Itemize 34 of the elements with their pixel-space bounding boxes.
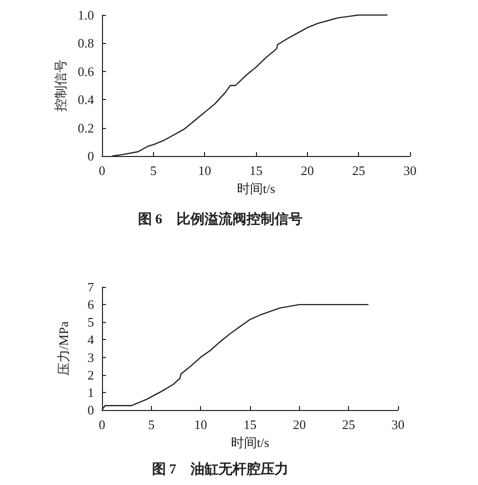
x-tick-label: 10 <box>198 163 212 178</box>
y-tick-label: 0.6 <box>78 64 94 79</box>
y-tick-label: 0.4 <box>78 92 94 108</box>
x-tick-label: 25 <box>342 417 356 432</box>
x-tick-label: 15 <box>244 417 256 432</box>
x-tick-label: 25 <box>352 163 366 178</box>
y-tick-label: 2 <box>88 367 94 382</box>
y-tick-label: 0.8 <box>78 36 94 51</box>
x-tick-label: 10 <box>194 417 208 432</box>
y-tick-label: 5 <box>88 314 94 330</box>
x-tick-label: 30 <box>404 163 416 178</box>
text: 图 7 油缸无杆腔压力 <box>152 460 288 478</box>
x-tick-label: 5 <box>148 417 155 432</box>
y-tick-label: 6 <box>88 297 94 312</box>
text: 图 6 比例溢流阀控制信号 <box>138 210 302 228</box>
y-axis-title: 控制信号 <box>52 60 68 112</box>
y-tick-label: 4 <box>88 332 94 348</box>
y-tick-label: 1 <box>88 384 94 400</box>
x-tick-label: 15 <box>250 163 262 178</box>
x-tick-label: 5 <box>150 163 157 178</box>
x-tick-label: 0 <box>98 417 106 432</box>
y-tick-label: 3 <box>88 350 94 365</box>
x-tick-label: 20 <box>292 417 306 432</box>
y-tick-label: 0 <box>88 148 94 164</box>
x-axis-title: 时间t/s <box>230 434 270 450</box>
x-tick-label: 0 <box>98 163 106 178</box>
y-axis-title: 压力/MPa <box>56 321 71 376</box>
x-tick-label: 30 <box>392 417 404 432</box>
y-tick-label: 0 <box>88 402 94 418</box>
x-tick-label: 20 <box>300 163 314 178</box>
y-tick-label: 7 <box>88 280 94 294</box>
y-tick-label: 1.0 <box>78 8 94 22</box>
y-tick-label: 0.2 <box>78 120 94 136</box>
x-axis-title: 时间t/s <box>236 180 276 196</box>
